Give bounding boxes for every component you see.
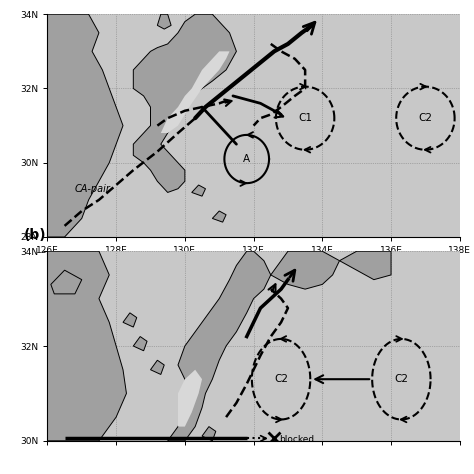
Text: A: A [243,154,250,164]
Polygon shape [133,337,147,351]
Text: C2: C2 [394,374,409,384]
Polygon shape [133,14,237,192]
Polygon shape [212,211,226,222]
Polygon shape [51,270,82,294]
Polygon shape [191,185,205,196]
Polygon shape [47,14,123,237]
Text: C2: C2 [419,113,432,123]
Polygon shape [178,370,202,427]
Text: C2: C2 [274,374,288,384]
Polygon shape [271,251,339,289]
Polygon shape [150,360,164,374]
Polygon shape [161,51,229,133]
Polygon shape [157,14,171,29]
Polygon shape [168,251,271,441]
Text: C1: C1 [298,113,312,123]
Text: (b): (b) [24,228,46,242]
Text: blocked: blocked [279,435,314,444]
Polygon shape [123,313,137,327]
Polygon shape [339,251,391,280]
Text: CA-pair: CA-pair [75,184,111,194]
Polygon shape [47,251,127,441]
Polygon shape [202,427,216,441]
